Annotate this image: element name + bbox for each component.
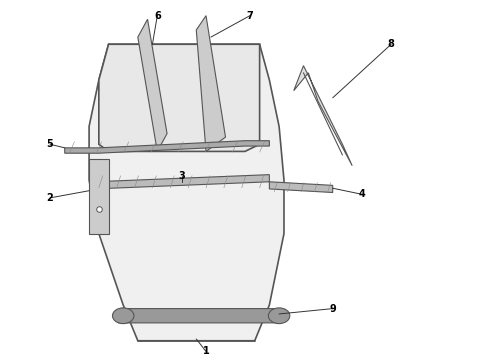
Text: 7: 7 [246,11,253,21]
Circle shape [269,308,290,324]
Text: 3: 3 [178,171,185,181]
Text: 1: 1 [203,346,209,356]
Circle shape [113,308,134,324]
Polygon shape [94,175,270,189]
Text: 9: 9 [329,303,336,314]
Text: 5: 5 [47,139,53,149]
PathPatch shape [89,44,284,341]
Text: 8: 8 [388,39,394,49]
Polygon shape [196,16,225,152]
Polygon shape [89,158,109,234]
Polygon shape [270,182,333,193]
Text: 4: 4 [359,189,366,199]
Polygon shape [138,19,167,152]
Polygon shape [294,66,352,166]
Text: 6: 6 [154,11,161,21]
Text: 2: 2 [47,193,53,203]
Polygon shape [118,309,279,323]
Polygon shape [65,141,270,153]
PathPatch shape [99,44,260,152]
